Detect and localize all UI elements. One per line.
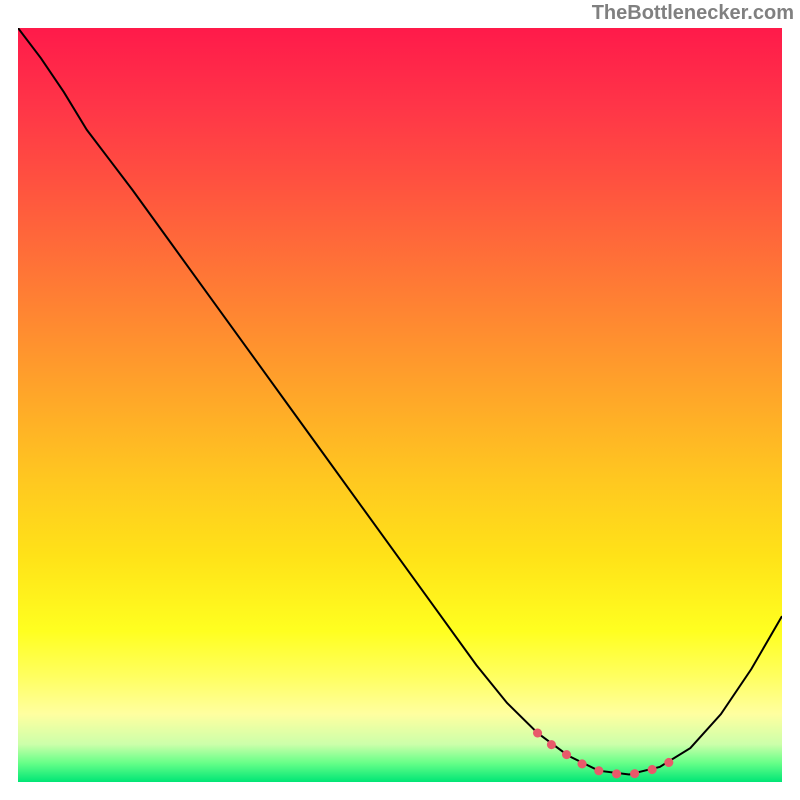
watermark-text: TheBottlenecker.com	[592, 2, 794, 25]
bottleneck-chart	[18, 28, 782, 782]
chart-svg	[18, 28, 782, 782]
chart-background	[18, 28, 782, 782]
